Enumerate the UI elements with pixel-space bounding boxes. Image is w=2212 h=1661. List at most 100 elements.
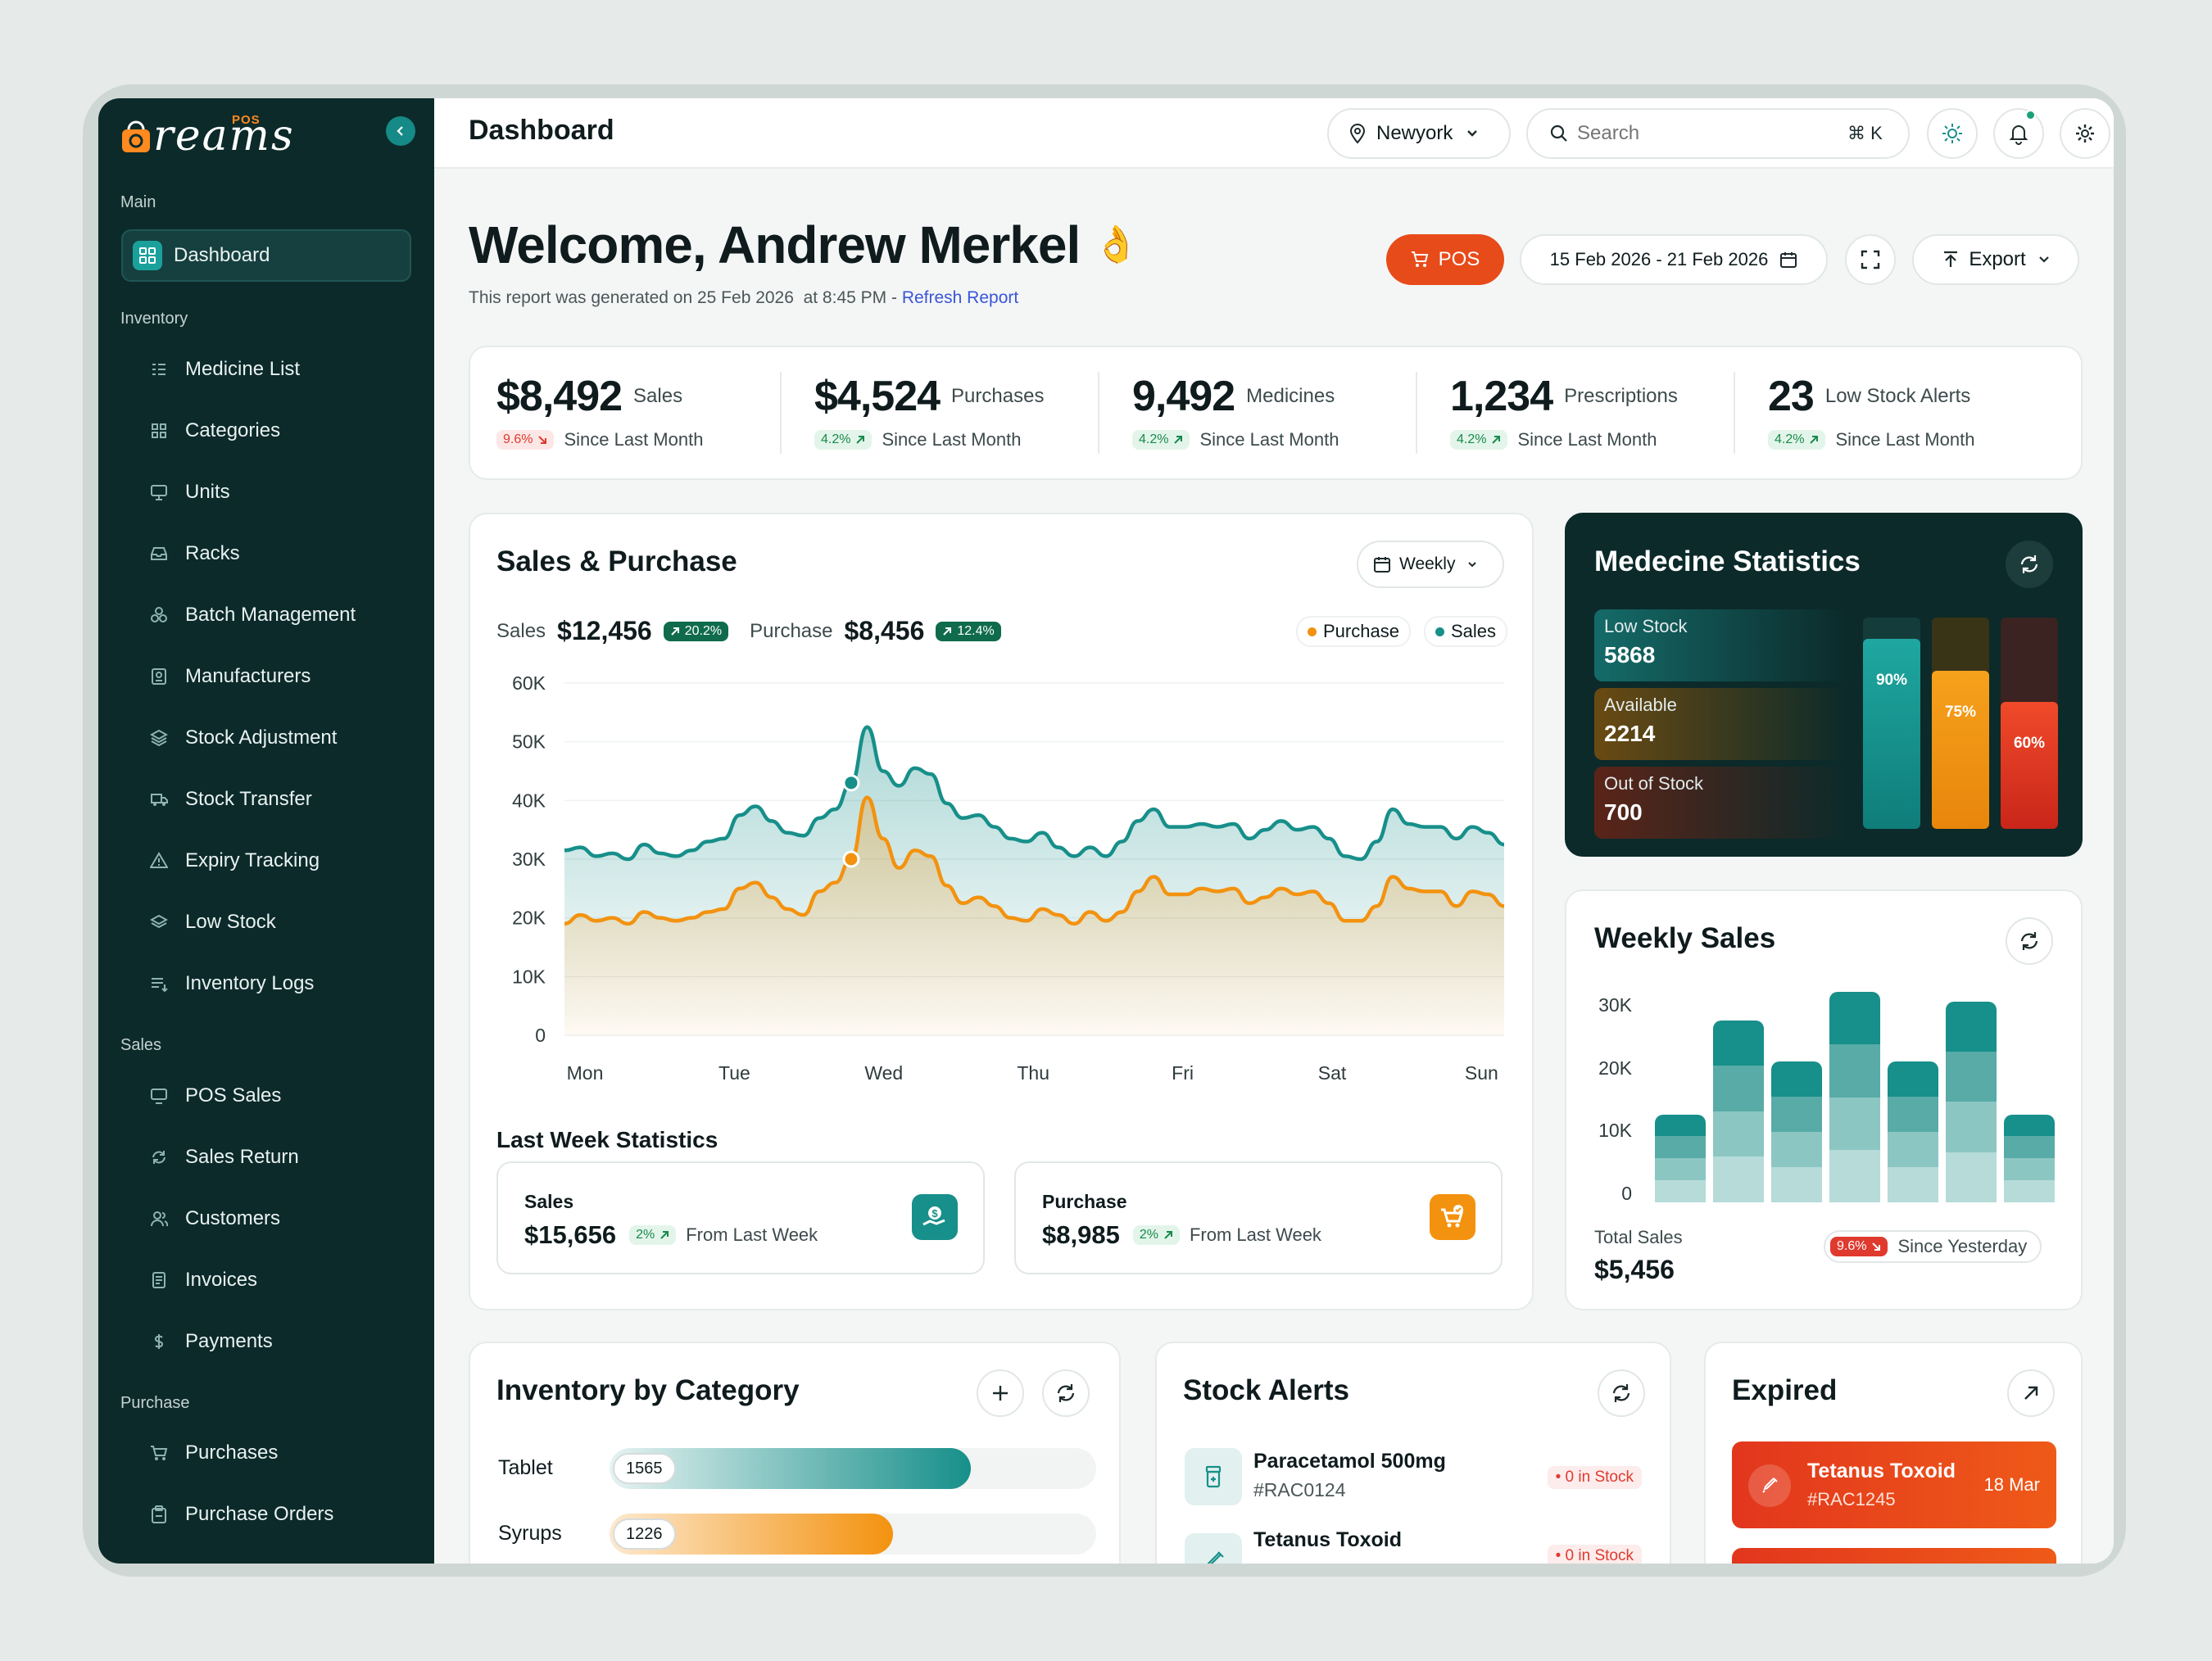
y-tick-label: 0 — [1621, 1183, 1632, 1204]
sidebar-item-payments[interactable]: Payments — [121, 1315, 411, 1368]
last-week-change: 2% — [636, 1228, 655, 1242]
weekly-sales-bar[interactable] — [2004, 1114, 2055, 1202]
sidebar-item-units[interactable]: Units — [121, 466, 411, 518]
export-button[interactable]: Export — [1912, 234, 2079, 285]
item-name: Tetanus Toxoid — [1253, 1528, 1403, 1551]
settings-button[interactable] — [2060, 108, 2110, 159]
change-value: 9.6% — [1837, 1239, 1867, 1253]
sidebar-item-pos-sales[interactable]: POS Sales — [121, 1070, 411, 1122]
search-input[interactable] — [1577, 122, 1847, 145]
sidebar-item-purchases[interactable]: Purchases — [121, 1427, 411, 1479]
bar-segment — [2004, 1136, 2055, 1159]
sidebar-item-customers[interactable]: Customers — [121, 1193, 411, 1245]
sales-summary: Sales $12,456 20.2% Purchase $8,456 12.4… — [496, 616, 1011, 646]
brand-logo[interactable]: reams POS — [120, 111, 295, 161]
last-week-title: Last Week Statistics — [496, 1127, 718, 1152]
expiry-date: 18 Mar — [1983, 1474, 2040, 1495]
sidebar-item-batch-management[interactable]: Batch Management — [121, 589, 411, 641]
open-expired-button[interactable] — [2007, 1369, 2055, 1417]
x-tick-label: Thu — [1017, 1062, 1049, 1084]
sales-marker[interactable] — [842, 774, 860, 792]
refresh-icon — [2020, 932, 2038, 950]
sidebar-item-medicine-list[interactable]: Medicine List — [121, 343, 411, 396]
arrow-up-right-icon — [1174, 436, 1183, 444]
sidebar-item-label: Categories — [185, 419, 281, 441]
weekly-sales-bar[interactable] — [1888, 1061, 1938, 1202]
upload-icon — [1944, 251, 1958, 267]
stock-alert-item[interactable]: Tetanus Toxoid • 0 in Stock — [1185, 1528, 1642, 1564]
x-tick-label: Mon — [567, 1062, 604, 1084]
refresh-icon — [1612, 1384, 1630, 1402]
last-week-since: From Last Week — [1189, 1224, 1321, 1245]
fullscreen-button[interactable] — [1845, 234, 1896, 285]
gear-icon — [2076, 124, 2094, 143]
weekly-sales-bar[interactable] — [1946, 1001, 1997, 1202]
sidebar-item-manufacturers[interactable]: Manufacturers — [121, 650, 411, 703]
refresh-report-link[interactable]: Refresh Report — [901, 288, 1019, 307]
brand-tag: POS — [232, 113, 261, 127]
bag-logo-icon — [122, 120, 150, 152]
sidebar-item-dashboard[interactable]: Dashboard — [121, 229, 411, 282]
refresh-button[interactable] — [1042, 1369, 1090, 1417]
chevron-left-icon — [397, 126, 403, 136]
export-label: Export — [1969, 248, 2026, 270]
category-row[interactable]: Tablet 1565 — [498, 1448, 1096, 1489]
sidebar-item-categories[interactable]: Categories — [121, 405, 411, 457]
kpi-label: Sales — [633, 385, 683, 407]
stock-alert-item[interactable]: Paracetamol 500mg #RAC0124 • 0 in Stock — [1185, 1443, 1642, 1509]
item-name: Tetanus Toxoid — [1807, 1460, 1956, 1482]
bar-segment — [1771, 1166, 1822, 1202]
sidebar-item-purchase-orders[interactable]: Purchase Orders — [121, 1488, 411, 1541]
kpi-change: 9.6% — [503, 432, 533, 446]
purchase-marker[interactable] — [842, 850, 860, 868]
bar-segment — [1655, 1158, 1706, 1181]
weekly-sales-bar[interactable] — [1829, 992, 1880, 1202]
sidebar-item-invoices[interactable]: Invoices — [121, 1254, 411, 1306]
sidebar-item-inventory-logs[interactable]: Inventory Logs — [121, 957, 411, 1010]
bar-segment — [1829, 1149, 1880, 1202]
y-tick-label: 40K — [512, 790, 546, 811]
kpi-strip: $8,492 Sales 9.6% Since Last Month $4,524 P… — [469, 346, 2083, 480]
add-category-button[interactable] — [977, 1369, 1024, 1417]
search-box[interactable]: ⌘ K — [1526, 108, 1910, 159]
pos-button[interactable]: POS — [1386, 234, 1504, 285]
theme-toggle-button[interactable] — [1927, 108, 1978, 159]
category-row[interactable]: Syrups 1226 — [498, 1514, 1096, 1555]
sidebar-item-racks[interactable]: Racks — [121, 527, 411, 580]
refresh-button[interactable] — [2006, 917, 2053, 965]
expired-item[interactable] — [1732, 1548, 2056, 1564]
refresh-button[interactable] — [1598, 1369, 1645, 1417]
sidebar-item-label: Inventory Logs — [185, 972, 315, 994]
bar-segment — [2004, 1158, 2055, 1181]
log-icon — [143, 967, 175, 1000]
truck-icon — [143, 783, 175, 816]
bar-segment — [1771, 1061, 1822, 1097]
period-select[interactable]: Weekly — [1357, 541, 1504, 588]
chart-legend: Purchase Sales — [1296, 616, 1507, 647]
bar-percent-label: 75% — [1944, 703, 1977, 721]
sidebar-item-expiry-tracking[interactable]: Expiry Tracking — [121, 835, 411, 887]
sidebar-item-sales-return[interactable]: Sales Return — [121, 1131, 411, 1184]
syringe-icon — [1185, 1533, 1242, 1564]
weekly-sales-bar[interactable] — [1655, 1114, 1706, 1202]
sidebar-item-label: Manufacturers — [185, 665, 311, 687]
notifications-button[interactable] — [1993, 108, 2044, 159]
sidebar-item-stock-adjustment[interactable]: Stock Adjustment — [121, 712, 411, 764]
refresh-button[interactable] — [2006, 541, 2053, 588]
date-range-picker[interactable]: 15 Feb 2026 - 21 Feb 2026 — [1520, 234, 1828, 285]
y-tick-label: 20K — [1598, 1057, 1632, 1079]
kpi-since: Since Last Month — [1517, 429, 1657, 450]
sidebar-item-low-stock[interactable]: Low Stock — [121, 896, 411, 948]
location-select[interactable]: Newyork — [1327, 108, 1511, 159]
weekly-sales-bar[interactable] — [1713, 1020, 1764, 1202]
location-pin-icon — [1349, 124, 1366, 144]
location-value: Newyork — [1376, 122, 1453, 144]
search-icon — [1550, 124, 1567, 142]
legend-label: Sales — [1450, 621, 1496, 641]
weekly-sales-bar[interactable] — [1771, 1061, 1822, 1202]
collapse-sidebar-button[interactable] — [386, 116, 415, 146]
bar-segment — [1946, 1152, 1997, 1202]
expired-item[interactable]: Tetanus Toxoid #RAC1245 18 Mar — [1732, 1441, 2056, 1528]
sidebar-item-stock-transfer[interactable]: Stock Transfer — [121, 773, 411, 826]
bell-icon — [2009, 125, 2028, 145]
